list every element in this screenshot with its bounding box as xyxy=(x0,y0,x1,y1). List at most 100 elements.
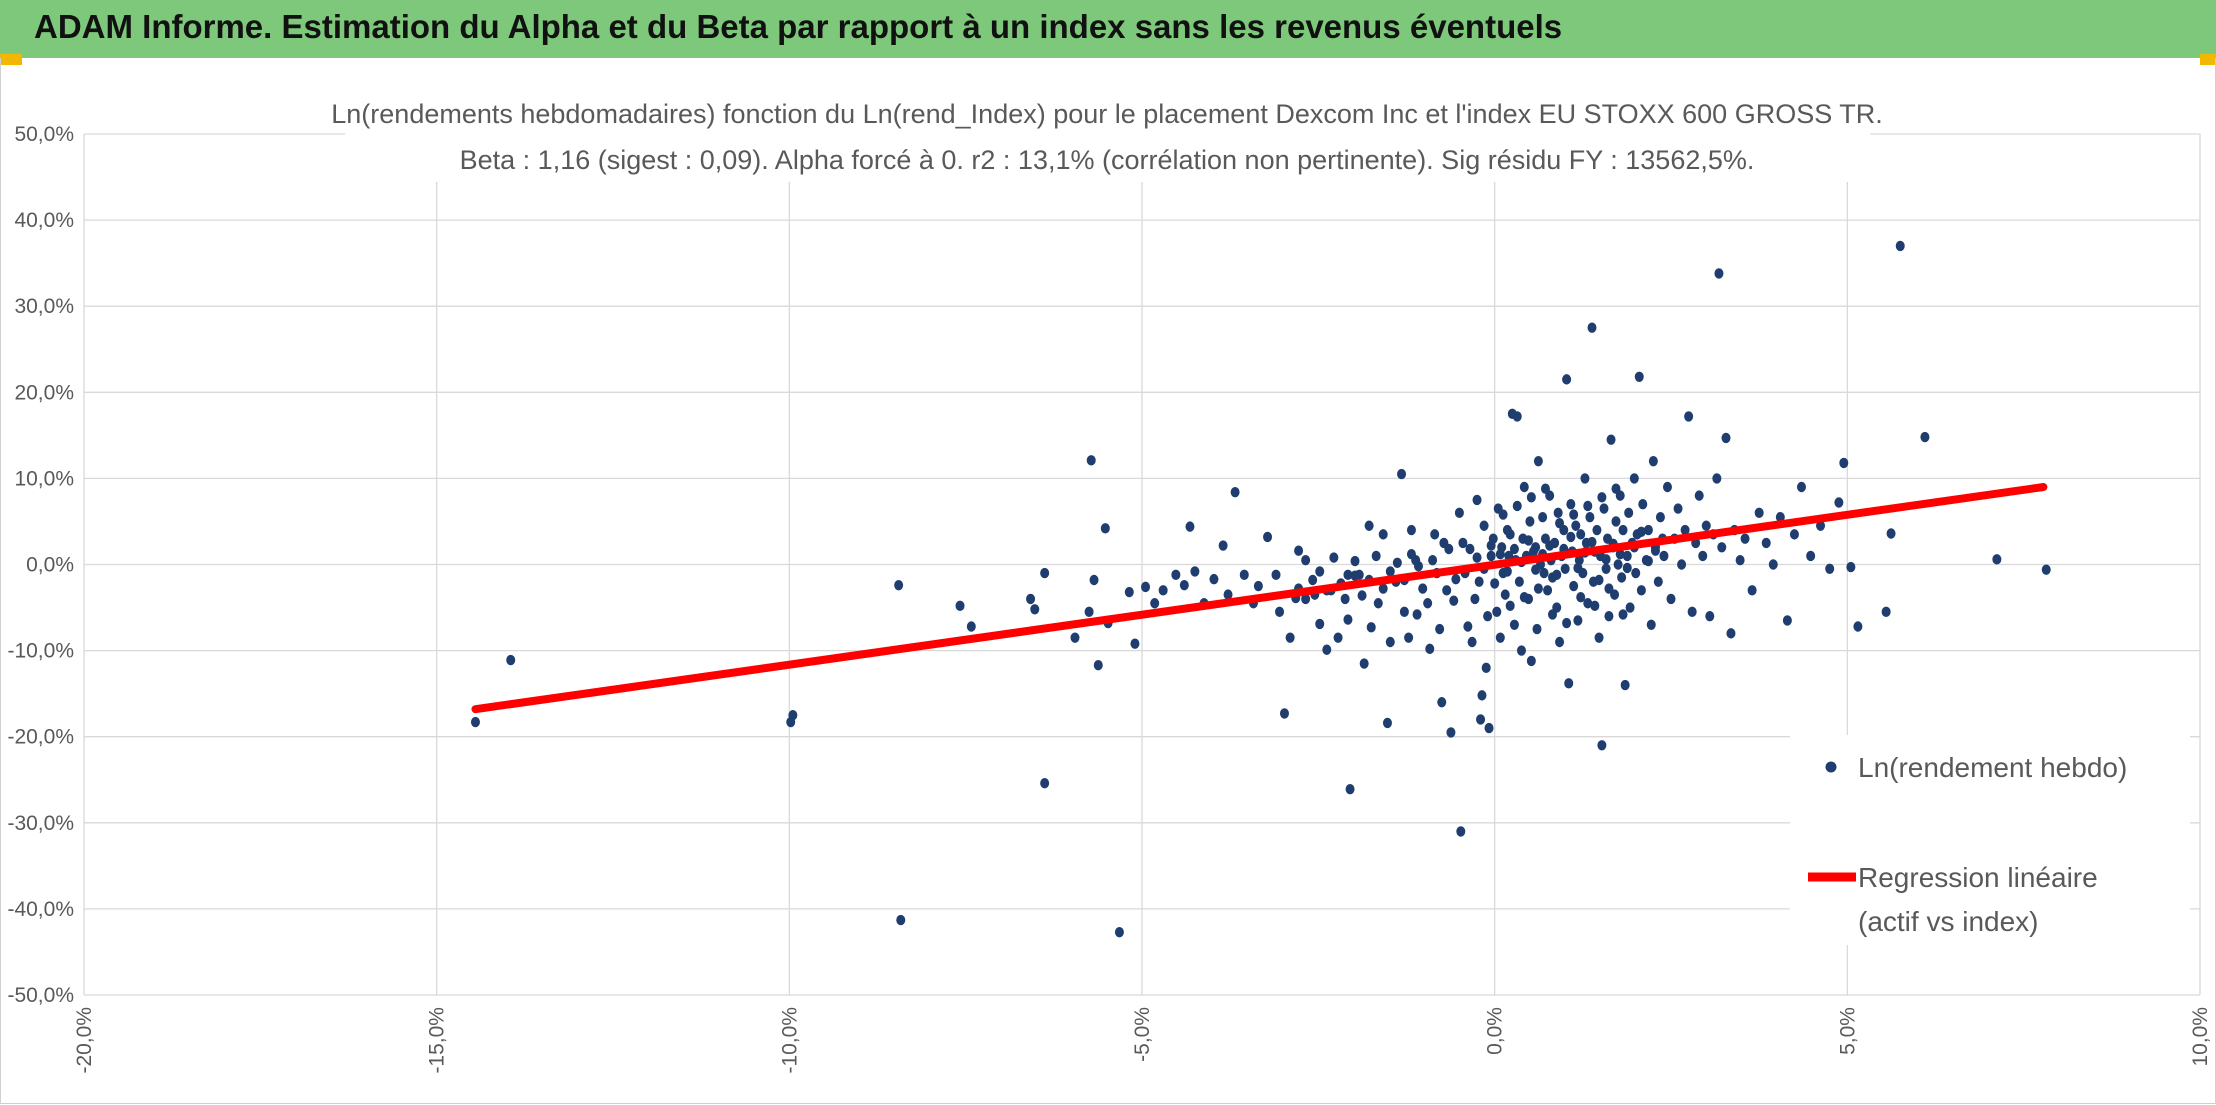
data-point xyxy=(1532,623,1542,635)
data-point xyxy=(1618,524,1628,536)
data-point xyxy=(1086,455,1096,466)
data-point xyxy=(1540,483,1550,494)
data-point xyxy=(1538,511,1548,523)
data-point xyxy=(1294,545,1304,556)
data-point xyxy=(1158,585,1168,596)
data-point xyxy=(1412,609,1422,620)
data-point xyxy=(1712,473,1722,484)
data-point xyxy=(1573,615,1583,626)
data-point xyxy=(1620,679,1630,691)
legend-label-regression: Regression linéaire xyxy=(1858,862,2098,893)
data-point xyxy=(1569,580,1579,592)
data-point xyxy=(1263,531,1273,543)
data-point xyxy=(1735,554,1745,566)
data-point xyxy=(1548,609,1558,620)
data-point xyxy=(1425,643,1435,655)
data-point xyxy=(1643,555,1653,567)
data-point xyxy=(1560,563,1570,575)
data-point xyxy=(1275,606,1285,618)
data-point xyxy=(894,579,904,591)
data-point xyxy=(1886,528,1896,539)
data-point xyxy=(1587,322,1597,333)
data-point xyxy=(1359,658,1369,669)
data-point xyxy=(1576,529,1586,540)
data-point xyxy=(1666,593,1676,605)
data-point xyxy=(1650,545,1660,556)
data-point xyxy=(1190,566,1200,577)
data-point xyxy=(1495,548,1505,560)
data-point xyxy=(1449,595,1459,606)
regression-line xyxy=(471,483,2048,714)
data-point xyxy=(1486,550,1496,562)
data-point xyxy=(1519,481,1529,493)
data-point xyxy=(1606,434,1616,445)
data-point xyxy=(1413,561,1423,572)
y-tick-label: -20,0% xyxy=(7,726,74,749)
data-point xyxy=(966,621,976,632)
data-point xyxy=(1026,593,1036,605)
data-point xyxy=(470,716,480,728)
data-point xyxy=(1638,499,1648,510)
legend-label-regression-line2: (actif vs index) xyxy=(1858,906,2039,937)
data-point xyxy=(1677,559,1687,570)
data-point xyxy=(1301,593,1311,605)
data-point xyxy=(1308,574,1318,586)
legend-background xyxy=(1790,735,2190,945)
data-point xyxy=(1643,524,1653,536)
data-point xyxy=(1539,567,1549,579)
data-point xyxy=(1881,606,1891,618)
data-point xyxy=(1030,604,1040,615)
data-point xyxy=(1509,543,1519,555)
data-point xyxy=(1385,566,1395,577)
data-point xyxy=(1789,529,1799,540)
data-point xyxy=(1512,411,1522,422)
data-point xyxy=(1662,481,1672,493)
data-point xyxy=(1430,529,1440,540)
data-point xyxy=(1315,566,1325,577)
data-point xyxy=(1315,618,1325,630)
data-point xyxy=(1130,638,1140,649)
data-point xyxy=(1483,610,1493,622)
data-point xyxy=(1458,537,1468,549)
data-point xyxy=(1555,517,1565,529)
data-point xyxy=(1562,617,1572,629)
data-point xyxy=(1853,621,1863,632)
data-point xyxy=(1357,590,1367,601)
data-point xyxy=(1340,593,1350,605)
data-point xyxy=(1474,576,1484,587)
x-tick-label: 10,0% xyxy=(2189,1007,2212,1067)
data-point xyxy=(1230,486,1240,498)
data-point xyxy=(1179,579,1189,591)
data-point xyxy=(1385,636,1395,648)
data-point xyxy=(1592,524,1602,536)
data-point xyxy=(1477,690,1487,701)
data-point xyxy=(1100,523,1110,534)
data-point xyxy=(1992,554,2002,565)
data-point xyxy=(1404,632,1414,643)
data-point xyxy=(1451,573,1461,585)
data-point xyxy=(1040,777,1050,789)
data-point xyxy=(1597,492,1607,503)
data-point xyxy=(1673,503,1683,514)
data-point xyxy=(1573,562,1583,574)
data-point xyxy=(1684,411,1694,422)
data-point xyxy=(1512,500,1522,512)
data-point xyxy=(1223,589,1233,600)
data-point xyxy=(1428,554,1438,566)
data-point xyxy=(1279,708,1289,719)
data-point xyxy=(1634,371,1644,383)
data-point xyxy=(1571,520,1581,531)
legend-marker-points xyxy=(1825,761,1837,773)
data-point xyxy=(1714,268,1724,279)
data-point xyxy=(955,600,965,612)
data-point xyxy=(1467,636,1477,648)
data-point xyxy=(1524,535,1534,546)
data-point xyxy=(1834,497,1844,508)
data-point xyxy=(1655,511,1665,523)
data-point xyxy=(1531,564,1541,575)
data-point xyxy=(1399,606,1409,618)
data-point xyxy=(1553,507,1563,519)
data-point xyxy=(1895,240,1905,252)
data-point xyxy=(1618,609,1628,620)
